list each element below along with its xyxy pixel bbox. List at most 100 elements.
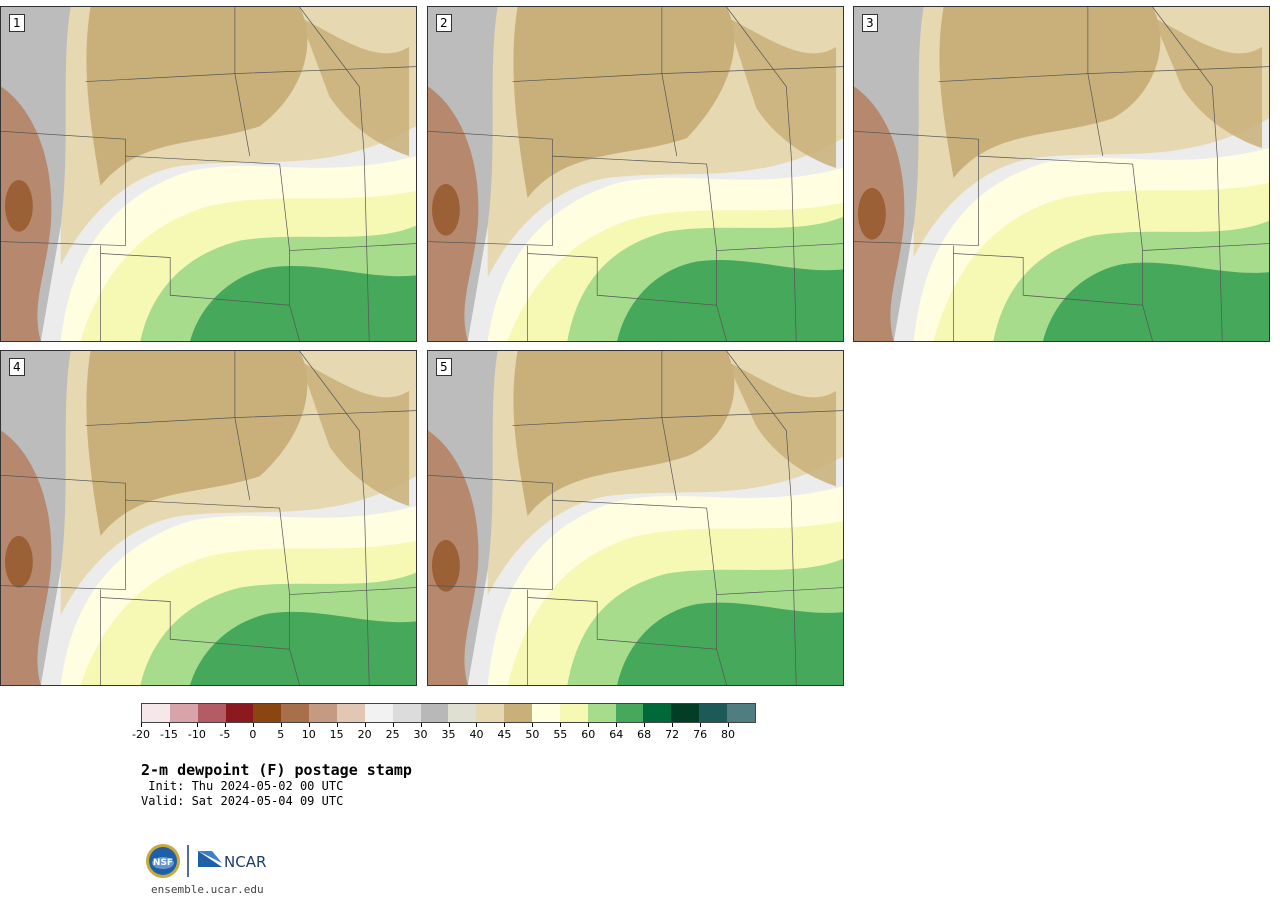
colorbar-swatch	[587, 704, 616, 722]
state-boundary	[1142, 305, 1153, 341]
state-boundary	[552, 499, 717, 595]
dark-brown-spot	[4, 179, 33, 232]
state-boundary	[100, 587, 416, 650]
colorbar-tick-label: 72	[665, 728, 680, 741]
colorbar-tick-label: 60	[581, 728, 596, 741]
colorbar-swatch	[392, 704, 421, 722]
dewpoint-map-3	[854, 7, 1269, 341]
green-region	[190, 611, 416, 685]
colorbar-swatch	[671, 704, 700, 722]
colorbar-tick-label: 0	[249, 728, 257, 741]
colorbar-tick	[336, 723, 338, 727]
colorbar-tick	[141, 723, 142, 727]
colorbar-tick-label: 50	[525, 728, 540, 741]
state-boundary	[661, 7, 678, 157]
state-boundary	[234, 7, 251, 157]
state-boundary	[299, 7, 365, 157]
colorbar-tick-label: 20	[357, 728, 372, 741]
member-label-4: 4	[9, 358, 25, 376]
state-boundary	[953, 243, 1269, 306]
stamp-panel-5: 5	[427, 350, 844, 686]
colorbar-tick-label: 40	[469, 728, 484, 741]
colorbar-tick	[224, 723, 226, 727]
member-label-1: 1	[9, 14, 25, 32]
state-boundary	[726, 7, 792, 157]
green-region	[617, 602, 843, 685]
colorbar-tick	[364, 723, 366, 727]
state-boundary	[978, 155, 1143, 251]
stamp-panel-3: 3	[853, 6, 1270, 342]
state-boundary	[289, 649, 300, 685]
colorbar-tick	[392, 723, 394, 727]
colorbar-tick	[168, 723, 170, 727]
nsf-ncar-logo: NSF NCAR	[144, 843, 274, 881]
state-boundary	[125, 155, 290, 251]
stamp-panel-1: 1	[0, 6, 417, 342]
ncar-logo-icon: NCAR	[198, 851, 266, 871]
colorbar-tick-label: -5	[219, 728, 231, 741]
colorbar-tick-label: -15	[159, 728, 178, 741]
colorbar-tick-label: 5	[277, 728, 285, 741]
colorbar-swatch	[476, 704, 505, 722]
state-boundary	[428, 130, 553, 246]
colorbar-tick-label: 76	[693, 728, 708, 741]
state-boundary	[790, 500, 797, 685]
colorbar-tick	[308, 723, 310, 727]
state-boundary	[1152, 7, 1218, 157]
colorbar-swatch	[337, 704, 365, 722]
colorbar-tick-label: -20	[132, 728, 150, 741]
colorbar-tick-label: 10	[301, 728, 316, 741]
colorbar-swatch	[142, 704, 170, 722]
dewpoint-map-2	[428, 7, 843, 341]
dewpoint-map-5	[428, 351, 843, 685]
colorbar-tick-label: 80	[721, 728, 736, 741]
colorbar-swatch	[309, 704, 338, 722]
init-time: Init: Thu 2024-05-02 00 UTC	[141, 779, 344, 793]
site-url: ensemble.ucar.edu	[151, 883, 264, 896]
state-boundary	[100, 243, 416, 306]
state-boundary	[363, 500, 370, 685]
colorbar-swatch	[615, 704, 644, 722]
colorbar-tick	[560, 723, 562, 727]
colorbar-swatch	[364, 704, 393, 722]
colorbar-swatch	[643, 704, 672, 722]
colorbar-swatch	[225, 704, 254, 722]
state-boundary	[790, 156, 797, 341]
colorbar-swatch	[727, 704, 755, 722]
tan-region	[513, 351, 735, 517]
green-region	[190, 265, 416, 341]
state-boundary	[527, 243, 843, 306]
colorbar-tick	[616, 723, 618, 727]
state-boundary	[428, 474, 553, 590]
tan-region	[86, 351, 308, 536]
colorbar-tick	[476, 723, 478, 727]
green-region	[1043, 262, 1269, 341]
colorbar-swatch	[169, 704, 198, 722]
colorbar-tick	[700, 723, 702, 727]
valid-time: Valid: Sat 2024-05-04 09 UTC	[141, 794, 344, 808]
colorbar-tick	[252, 723, 254, 727]
state-boundary	[854, 130, 979, 246]
state-boundary	[1, 130, 126, 246]
colorbar-tick	[532, 723, 534, 727]
nsf-seal-icon: NSF	[146, 844, 180, 878]
state-boundary	[552, 155, 717, 251]
state-boundary	[716, 649, 727, 685]
nsf-seal-text: NSF	[153, 858, 173, 868]
colorbar-tick	[420, 723, 422, 727]
dewpoint-map-1	[1, 7, 416, 341]
colorbar-swatch	[281, 704, 310, 722]
colorbar-tick	[588, 723, 590, 727]
member-label-2: 2	[436, 14, 452, 32]
state-boundary	[1216, 156, 1223, 341]
colorbar-tick-label: 55	[553, 728, 568, 741]
colorbar-swatch	[448, 704, 477, 722]
state-boundary	[1, 474, 126, 590]
colorbar-tick-label: 30	[413, 728, 428, 741]
state-boundary	[289, 305, 300, 341]
colorbar-tick	[728, 723, 730, 727]
tan-region-east	[299, 360, 410, 507]
green-region	[617, 259, 843, 341]
state-boundary	[363, 156, 370, 341]
stamp-panel-4: 4	[0, 350, 417, 686]
